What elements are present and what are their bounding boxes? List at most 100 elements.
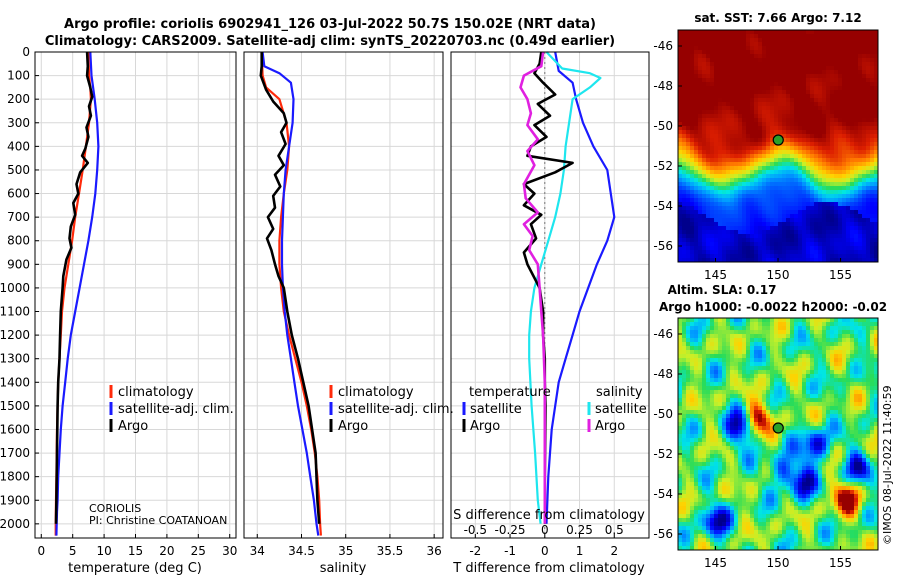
map-cell	[682, 242, 687, 247]
map-cell	[786, 374, 791, 379]
map-cell	[706, 318, 711, 323]
map-cell	[874, 186, 879, 191]
map-cell	[854, 334, 859, 339]
map-cell	[726, 34, 731, 39]
map-cell	[730, 410, 735, 415]
map-cell	[694, 226, 699, 231]
map-cell	[818, 426, 823, 431]
map-cell	[730, 138, 735, 143]
map-cell	[786, 126, 791, 131]
map-cell	[682, 446, 687, 451]
map-cell	[762, 398, 767, 403]
map-cell	[866, 94, 871, 99]
map-cell	[818, 198, 823, 203]
map-cell	[782, 330, 787, 335]
map-cell	[690, 134, 695, 139]
map-cell	[694, 462, 699, 467]
map-cell	[718, 254, 723, 259]
map-cell	[702, 430, 707, 435]
map-cell	[834, 134, 839, 139]
map-cell	[682, 386, 687, 391]
map-cell	[706, 338, 711, 343]
map-cell	[746, 110, 751, 115]
map-cell	[782, 146, 787, 151]
map-cell	[714, 162, 719, 167]
map-cell	[726, 30, 731, 35]
map-cell	[778, 198, 783, 203]
map-cell	[718, 258, 723, 263]
map-cell	[846, 462, 851, 467]
map-cell	[726, 42, 731, 47]
map-cell	[870, 218, 875, 223]
map-cell	[818, 414, 823, 419]
map-cell	[834, 174, 839, 179]
map-cell	[682, 390, 687, 395]
map-cell	[710, 86, 715, 91]
map-cell	[834, 334, 839, 339]
map-cell	[746, 458, 751, 463]
map-cell	[786, 78, 791, 83]
map-cell	[722, 450, 727, 455]
map-cell	[842, 42, 847, 47]
map-cell	[758, 38, 763, 43]
map-cell	[754, 374, 759, 379]
map-cell	[830, 366, 835, 371]
map-cell	[782, 190, 787, 195]
map-cell	[682, 186, 687, 191]
map-cell	[726, 158, 731, 163]
map-cell	[754, 54, 759, 59]
map-cell	[722, 202, 727, 207]
map-cell	[842, 242, 847, 247]
map-cell	[734, 70, 739, 75]
map-cell	[750, 130, 755, 135]
map-cell	[790, 358, 795, 363]
map-cell	[826, 350, 831, 355]
map-cell	[842, 354, 847, 359]
map-cell	[850, 138, 855, 143]
map-cell	[834, 126, 839, 131]
map-cell	[726, 138, 731, 143]
map-cell	[870, 194, 875, 199]
map-cell	[794, 214, 799, 219]
map-cell	[742, 322, 747, 327]
map-cell	[706, 410, 711, 415]
map-cell	[690, 70, 695, 75]
map-cell	[706, 390, 711, 395]
map-cell	[726, 82, 731, 87]
map-cell	[782, 162, 787, 167]
map-cell	[858, 38, 863, 43]
map-cell	[794, 246, 799, 251]
map-cell	[802, 462, 807, 467]
map-cell	[746, 418, 751, 423]
map-cell	[710, 130, 715, 135]
map-cell	[698, 154, 703, 159]
map-cell	[858, 442, 863, 447]
map-cell	[830, 410, 835, 415]
map-cell	[846, 166, 851, 171]
map-cell	[702, 398, 707, 403]
map-cell	[758, 414, 763, 419]
map-cell	[750, 30, 755, 35]
map-cell	[838, 214, 843, 219]
map-cell	[694, 126, 699, 131]
map-cell	[810, 222, 815, 227]
map-cell	[798, 386, 803, 391]
map-cell	[822, 198, 827, 203]
map-cell	[686, 218, 691, 223]
map-cell	[730, 42, 735, 47]
map-cell	[742, 254, 747, 259]
map-cell	[710, 382, 715, 387]
map-cell	[762, 190, 767, 195]
map-cell	[798, 454, 803, 459]
map-cell	[762, 126, 767, 131]
map-cell	[826, 138, 831, 143]
map-cell	[714, 170, 719, 175]
map-cell	[794, 342, 799, 347]
map-cell	[866, 150, 871, 155]
map-cell	[774, 378, 779, 383]
map-cell	[810, 42, 815, 47]
map-cell	[742, 202, 747, 207]
map-cell	[842, 190, 847, 195]
map-cell	[838, 330, 843, 335]
map-cell	[786, 174, 791, 179]
